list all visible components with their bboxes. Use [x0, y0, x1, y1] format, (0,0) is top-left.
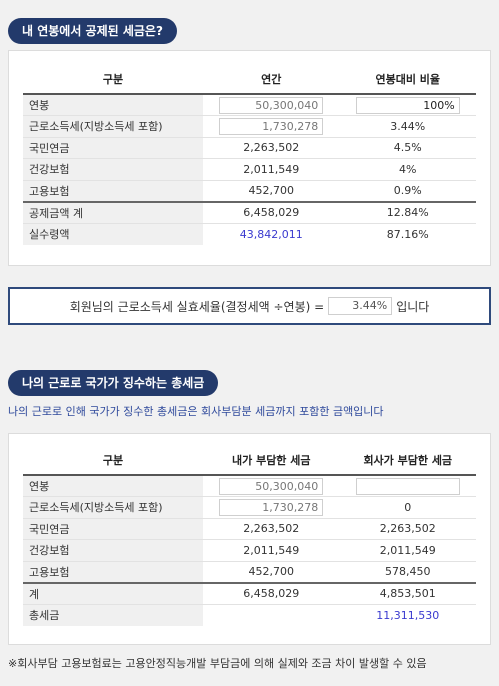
table-row: 국민연금 2,263,502 2,263,502	[23, 518, 476, 540]
table-row: 근로소득세(지방소득세 포함) 1,730,278 0	[23, 496, 476, 519]
effective-rate-box: 회원님의 근로소득세 실효세율(결정세액 ÷연봉) = 3.44% 입니다	[8, 287, 491, 325]
health-annual: 2,011,549	[203, 158, 340, 181]
table-row-total: 공제금액 계 6,458,029 12.84%	[23, 200, 476, 224]
total-tax-description: 나의 근로로 인해 국가가 징수한 총세금은 회사부담분 세금까지 포함한 금액…	[8, 405, 384, 418]
section-title-deductions: 내 연봉에서 공제된 세금은?	[8, 18, 177, 44]
total-tax-table: 구분 내가 부담한 세금 회사가 부담한 세금 연봉 50,300,040 근로…	[23, 445, 476, 626]
salary-mine-input[interactable]: 50,300,040	[219, 477, 324, 495]
pension-company: 2,263,502	[339, 518, 476, 540]
income-tax-annual-input[interactable]: 1,730,278	[219, 117, 324, 135]
row-label-health: 건강보험	[23, 158, 203, 181]
row-label-net-pay: 실수령액	[23, 223, 203, 245]
salary-ratio-input[interactable]: 100%	[355, 96, 460, 114]
sum-company: 4,853,501	[339, 581, 476, 605]
effective-rate-suffix: 입니다	[396, 299, 430, 314]
sum-mine: 6,458,029	[203, 581, 340, 605]
health-mine: 2,011,549	[203, 539, 340, 562]
employment-company: 578,450	[339, 561, 476, 583]
pension-ratio: 4.5%	[339, 137, 476, 159]
header-mine: 내가 부담한 세금	[203, 445, 340, 476]
pension-annual: 2,263,502	[203, 137, 340, 159]
table-row: 건강보험 2,011,549 4%	[23, 158, 476, 181]
pension-mine: 2,263,502	[203, 518, 340, 540]
employment-mine: 452,700	[203, 561, 340, 583]
row-label-income-tax: 근로소득세(지방소득세 포함)	[23, 496, 203, 519]
header-annual: 연간	[203, 64, 340, 95]
table-header-row: 구분 내가 부담한 세금 회사가 부담한 세금	[23, 445, 476, 476]
row-label-salary: 연봉	[23, 94, 203, 116]
row-label-deduction-total: 공제금액 계	[23, 200, 203, 224]
table-row-total: 계 6,458,029 4,853,501	[23, 581, 476, 605]
row-label-employment: 고용보험	[23, 180, 203, 202]
salary-annual-input[interactable]: 50,300,040	[219, 96, 324, 114]
health-ratio: 4%	[339, 158, 476, 181]
header-category: 구분	[23, 445, 203, 476]
employment-annual: 452,700	[203, 180, 340, 202]
table-row: 고용보험 452,700 578,450	[23, 561, 476, 583]
table-row: 고용보험 452,700 0.9%	[23, 180, 476, 202]
table-row: 건강보험 2,011,549 2,011,549	[23, 539, 476, 562]
effective-rate-prefix: 회원님의 근로소득세 실효세율(결정세액 ÷연봉) =	[69, 299, 325, 314]
table-row: 연봉 50,300,040	[23, 475, 476, 497]
health-company: 2,011,549	[339, 539, 476, 562]
footnote: ※회사부담 고용보험료는 고용안정직능개발 부담금에 의해 실제와 조금 차이 …	[8, 657, 427, 670]
table-row: 국민연금 2,263,502 4.5%	[23, 137, 476, 159]
row-label-employment: 고용보험	[23, 561, 203, 583]
net-pay-ratio: 87.16%	[386, 227, 429, 241]
row-label-total-tax: 총세금	[23, 604, 203, 626]
income-tax-ratio: 3.44%	[339, 115, 476, 138]
deduction-total-ratio: 12.84%	[339, 200, 476, 224]
employment-ratio: 0.9%	[339, 180, 476, 202]
table-header-row: 구분 연간 연봉대비 비율	[23, 64, 476, 95]
header-category: 구분	[23, 64, 203, 95]
effective-rate-value[interactable]: 3.44%	[328, 297, 393, 315]
section-title-total-tax: 나의 근로로 국가가 징수하는 총세금	[8, 370, 219, 396]
table-row-grand-total: 총세금 11,311,530	[23, 604, 476, 626]
table-row: 근로소득세(지방소득세 포함) 1,730,278 3.44%	[23, 115, 476, 138]
deduction-total-annual: 6,458,029	[203, 200, 340, 224]
income-tax-company: 0	[339, 496, 476, 519]
row-label-health: 건강보험	[23, 539, 203, 562]
salary-company-input[interactable]	[355, 477, 460, 495]
row-label-sum: 계	[23, 581, 203, 605]
header-ratio: 연봉대비 비율	[339, 64, 476, 95]
row-label-salary: 연봉	[23, 475, 203, 497]
net-pay-annual: 43,842,011	[239, 227, 303, 241]
row-label-income-tax: 근로소득세(지방소득세 포함)	[23, 115, 203, 138]
income-tax-mine-input[interactable]: 1,730,278	[219, 498, 324, 516]
total-tax-mine	[203, 604, 340, 626]
deductions-table: 구분 연간 연봉대비 비율 연봉 50,300,040 100% 근로소득세(지…	[23, 64, 476, 245]
deductions-card: 구분 연간 연봉대비 비율 연봉 50,300,040 100% 근로소득세(지…	[8, 50, 491, 266]
total-tax-card: 구분 내가 부담한 세금 회사가 부담한 세금 연봉 50,300,040 근로…	[8, 433, 491, 645]
header-company: 회사가 부담한 세금	[339, 445, 476, 476]
table-row-net: 실수령액 43,842,011 87.16%	[23, 223, 476, 245]
total-tax-company: 11,311,530	[376, 608, 440, 622]
row-label-pension: 국민연금	[23, 518, 203, 540]
row-label-pension: 국민연금	[23, 137, 203, 159]
table-row: 연봉 50,300,040 100%	[23, 94, 476, 116]
